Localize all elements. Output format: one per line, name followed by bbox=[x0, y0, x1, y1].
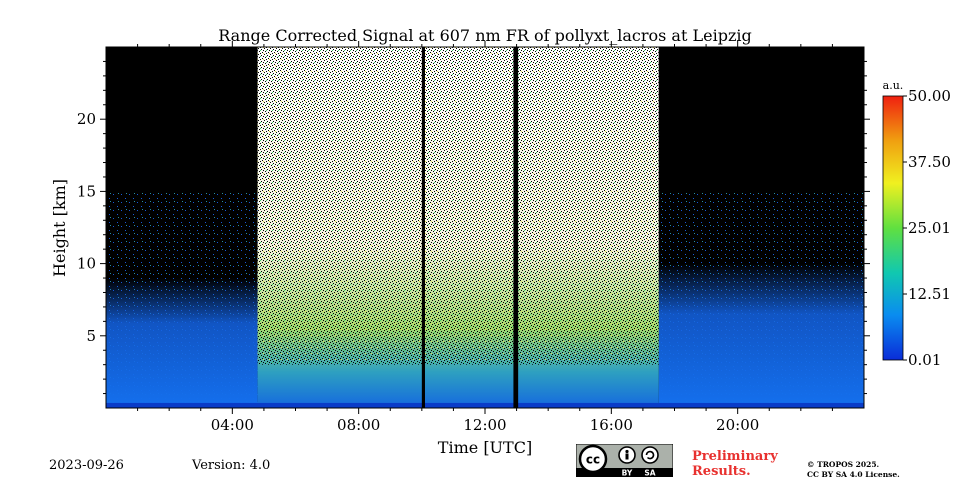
y-axis-label: Height [km] bbox=[50, 179, 69, 277]
colorbar-ticks: 0.01 12.51 25.01 37.50 50.00 bbox=[903, 87, 951, 369]
colorbar-tick-label: 50.00 bbox=[908, 87, 951, 105]
y-tick-label: 15 bbox=[77, 182, 96, 200]
colorbar-unit: a.u. bbox=[883, 79, 904, 92]
x-tick-label: 08:00 bbox=[337, 416, 380, 434]
preliminary-line-2: Results. bbox=[692, 464, 751, 479]
preliminary-results-label: Preliminary Results. bbox=[692, 449, 778, 479]
data-gap-1 bbox=[421, 47, 425, 408]
daylight-noise-texture bbox=[257, 47, 659, 365]
y-tick-label: 20 bbox=[77, 110, 96, 128]
colorbar: a.u. 0.01 12.51 25.01 37.50 50.00 bbox=[882, 79, 951, 369]
license-line: CC BY SA 4.0 License. bbox=[807, 470, 900, 479]
date-label: 2023-09-26 bbox=[49, 458, 124, 473]
colorbar-tick-label: 0.01 bbox=[908, 351, 941, 369]
chart-title: Range Corrected Signal at 607 nm FR of p… bbox=[218, 26, 751, 45]
colorbar-gradient bbox=[882, 95, 904, 361]
boundary-layer-morning bbox=[106, 278, 258, 408]
colorbar-tick-label: 12.51 bbox=[908, 285, 951, 303]
x-axis-label: Time [UTC] bbox=[438, 438, 532, 457]
y-axis-ticks: 5 10 15 20 bbox=[77, 60, 870, 395]
surface-layer bbox=[106, 402, 864, 408]
cc-license-badge: cc BY SA bbox=[576, 444, 673, 477]
data-gaps bbox=[421, 47, 519, 408]
boundary-layer-evening bbox=[658, 263, 864, 408]
x-axis-ticks: 04:00 08:00 12:00 16:00 20:00 bbox=[137, 41, 833, 434]
svg-text:cc: cc bbox=[586, 453, 600, 467]
axes: 04:00 08:00 12:00 16:00 20:00 5 10 15 20 bbox=[77, 41, 870, 434]
x-tick-label: 12:00 bbox=[463, 416, 506, 434]
sa-share-alike-icon bbox=[641, 446, 659, 464]
colorbar-tick-label: 25.01 bbox=[908, 219, 951, 237]
x-tick-label: 16:00 bbox=[590, 416, 633, 434]
svg-text:SA: SA bbox=[644, 469, 655, 478]
x-tick-label: 04:00 bbox=[211, 416, 254, 434]
copyright-line: © TROPOS 2025. bbox=[807, 460, 880, 469]
colorbar-tick-label: 37.50 bbox=[908, 153, 951, 171]
plot-area bbox=[106, 47, 864, 408]
y-tick-label: 5 bbox=[86, 327, 96, 345]
y-tick-label: 10 bbox=[77, 255, 96, 273]
data-gap-2 bbox=[513, 47, 519, 408]
svg-text:BY: BY bbox=[622, 469, 633, 478]
x-tick-label: 20:00 bbox=[716, 416, 759, 434]
cc-icon bbox=[578, 444, 608, 474]
copyright-notice: © TROPOS 2025. CC BY SA 4.0 License. bbox=[807, 460, 900, 480]
preliminary-line-1: Preliminary bbox=[692, 449, 778, 464]
version-label: Version: 4.0 bbox=[192, 458, 271, 473]
